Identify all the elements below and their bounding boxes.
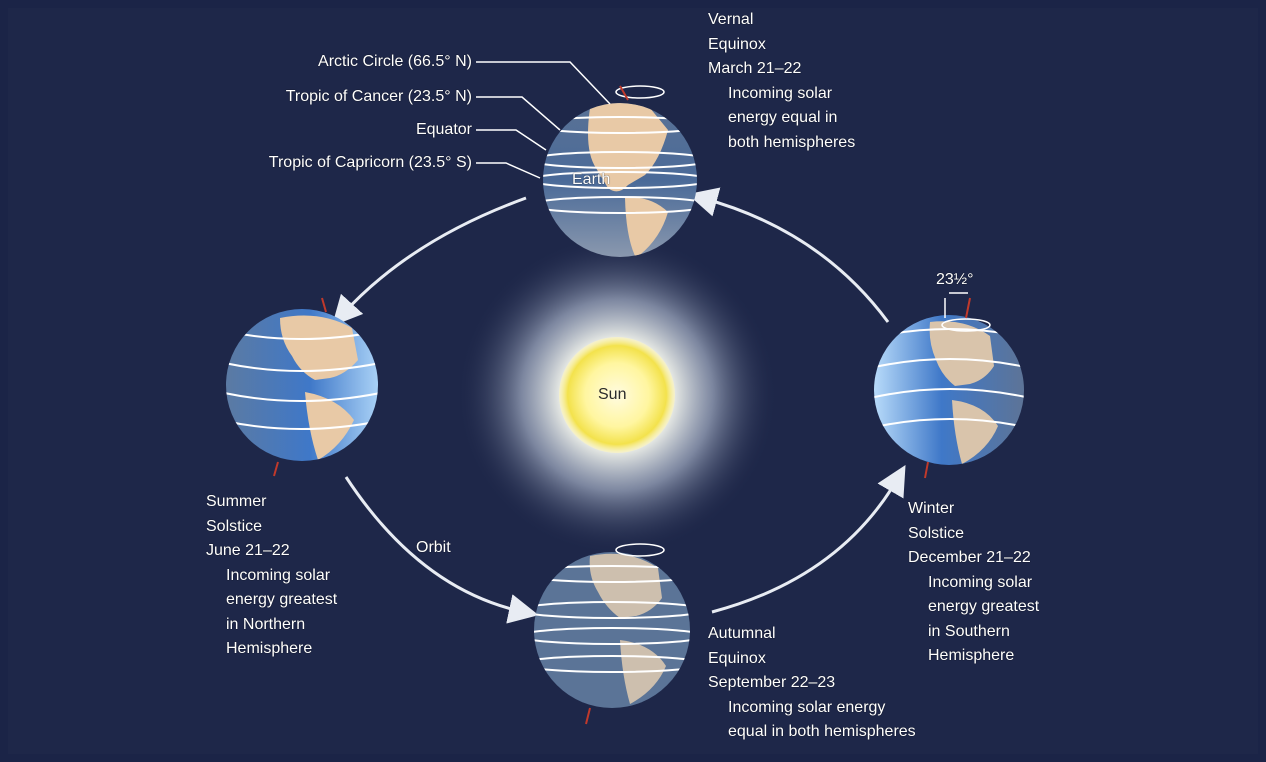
winter-line1: Winter — [908, 500, 955, 517]
summer-line2: Solstice — [206, 517, 263, 535]
summer-desc3: in Northern — [226, 615, 306, 633]
leader-lines — [476, 61, 611, 179]
axis-top — [321, 297, 327, 313]
sun — [457, 235, 777, 555]
label-tilt-angle: 23½° — [936, 271, 974, 288]
summer-date: June 21–22 — [206, 542, 290, 559]
land-north-america — [929, 321, 994, 386]
label-orbit: Orbit — [416, 539, 451, 556]
rotation-ring — [941, 318, 991, 332]
summer-solstice-caption: Summer Solstice June 21–22 Incoming sola… — [206, 490, 337, 662]
label-arctic-circle: Arctic Circle (66.5° N) — [318, 53, 472, 70]
summer-desc4: Hemisphere — [226, 640, 313, 657]
vernal-line1: Vernal — [708, 11, 754, 28]
earth-vernal-equinox — [543, 85, 697, 257]
label-earth: Earth — [572, 171, 611, 188]
leader-cancer — [476, 96, 561, 131]
orbit-arrow-bottom-left — [344, 476, 539, 624]
winter-date: December 21–22 — [908, 549, 1031, 566]
vernal-desc1: Incoming solar — [728, 84, 833, 102]
autumnal-equinox-caption: Autumnal Equinox September 22–23 Incomin… — [708, 622, 916, 745]
leader-equator — [476, 129, 547, 151]
orbit-arrows — [331, 187, 906, 624]
label-sun: Sun — [598, 386, 627, 403]
axis-marker — [619, 85, 629, 101]
land-south-america — [952, 400, 998, 464]
leader-capricorn — [476, 162, 541, 179]
winter-line2: Solstice — [908, 524, 965, 542]
earth-summer-solstice — [226, 297, 378, 477]
autumnal-desc1: Incoming solar energy — [728, 698, 886, 716]
orbit-arrow-top-right — [687, 187, 890, 323]
sun-core — [559, 337, 675, 453]
vernal-equinox-caption: Vernal Equinox March 21–22 Incoming sola… — [708, 8, 855, 155]
autumnal-line2: Equinox — [708, 649, 766, 667]
summer-desc2: energy greatest — [226, 591, 338, 608]
vernal-line2: Equinox — [708, 35, 766, 53]
winter-desc2: energy greatest — [928, 598, 1040, 615]
winter-solstice-caption: Winter Solstice December 21–22 Incoming … — [908, 497, 1039, 669]
autumnal-desc2: equal in both hemispheres — [728, 723, 916, 740]
orbit-arrow-bottom-right — [711, 465, 906, 614]
land-north-america — [280, 315, 358, 380]
autumnal-date: September 22–23 — [708, 674, 836, 691]
orbit-arrow-top-left — [331, 196, 527, 327]
axis-bottom — [924, 461, 929, 479]
vernal-date: March 21–22 — [708, 60, 802, 77]
earth-autumnal-equinox — [534, 543, 690, 725]
winter-desc4: Hemisphere — [928, 647, 1015, 664]
winter-desc3: in Southern — [928, 622, 1010, 640]
label-tropic-capricorn: Tropic of Capricorn (23.5° S) — [268, 154, 472, 171]
land-south-america — [305, 392, 354, 460]
vernal-desc3: both hemispheres — [728, 133, 856, 151]
leader-arctic — [476, 61, 611, 105]
summer-desc1: Incoming solar — [226, 566, 331, 584]
rotation-ring — [615, 85, 665, 99]
autumnal-line1: Autumnal — [708, 625, 776, 642]
axis-bottom — [585, 707, 591, 725]
land-north-america — [588, 103, 668, 192]
rotation-ring — [615, 543, 665, 557]
summer-line1: Summer — [206, 493, 267, 510]
axis-bottom — [273, 461, 279, 477]
label-equator: Equator — [415, 121, 472, 138]
axis-top — [965, 297, 971, 319]
label-tropic-cancer: Tropic of Cancer (23.5° N) — [285, 88, 472, 105]
earth-winter-solstice — [874, 292, 1024, 479]
winter-desc1: Incoming solar — [928, 573, 1033, 591]
vernal-desc2: energy equal in — [728, 109, 838, 126]
